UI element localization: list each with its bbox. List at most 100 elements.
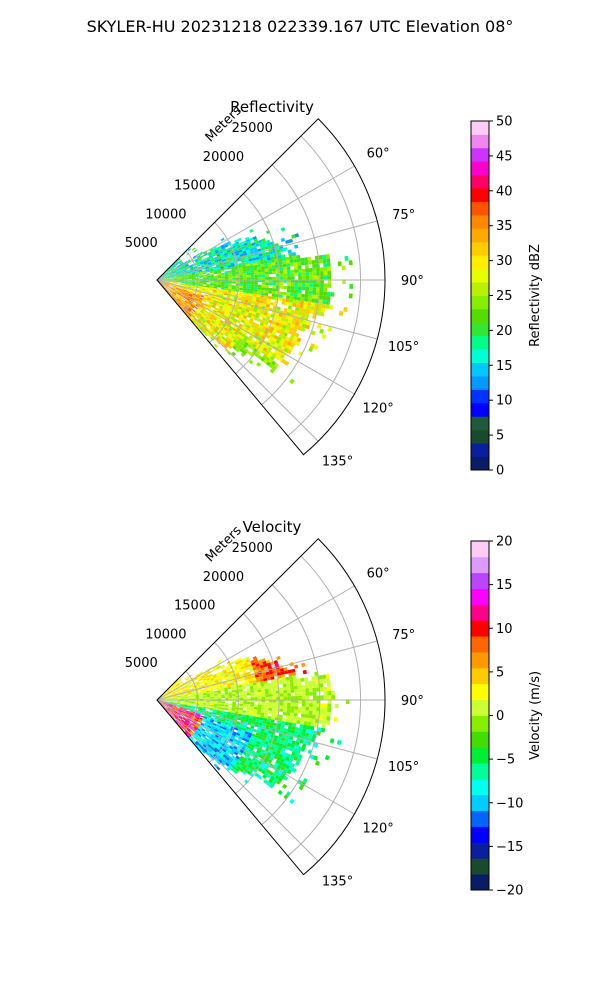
echo-gate [173,278,178,280]
echo-gate [323,287,328,292]
echo-gate [279,320,285,325]
echo-gate [179,295,184,298]
echo-gate [227,671,232,675]
echo-gate [215,264,220,267]
echo-gate [166,281,170,283]
echo-gate [200,723,205,727]
colorbar-segment [471,604,489,621]
echo-gate [161,694,165,697]
echo-gate [211,738,216,743]
echo-gate [199,696,203,698]
echo-gate [188,696,192,698]
echo-gate [226,735,232,739]
echo-gate [219,313,224,317]
echo-gate [224,689,229,692]
echo-gate [262,720,267,725]
echo-gate [263,715,268,719]
echo-gate [161,693,165,697]
echo-gate [248,297,253,301]
echo-gate [226,669,231,673]
echo-gate [171,713,175,717]
echo-gate [244,297,249,301]
echo-gate [308,294,313,299]
echo-gate [279,705,284,709]
echo-gate [234,337,239,342]
echo-gate [257,709,262,713]
echo-gate [204,332,208,337]
echo-gate [285,298,290,303]
echo-gate [187,728,191,733]
echo-gate [276,336,282,342]
echo-gate [235,277,240,280]
echo-gate [279,267,284,271]
echo-gate [187,313,191,318]
echo-gate [269,670,274,675]
echo-gate [205,326,210,331]
echo-gate [179,300,184,304]
echo-gate [177,258,181,262]
echo-gate [266,353,272,359]
echo-gate [304,684,309,689]
echo-gate [211,260,216,264]
echo-gate [177,712,181,716]
echo-gate [235,285,240,288]
echo-gate [312,707,317,712]
echo-gate [287,696,291,700]
echo-gate [217,749,222,754]
echo-gate [280,671,285,675]
echo-gate [164,285,168,288]
echo-gate [162,276,166,278]
echo-gate [192,728,197,732]
echo-gate [198,298,203,301]
colorbar-segment [471,652,489,669]
echo-gate [311,259,316,265]
echo-gate [233,738,238,742]
echo-gate [242,343,248,349]
echo-gate [182,303,186,307]
echo-gate [257,347,263,353]
echo-gate [199,297,203,300]
echo-gate [216,666,221,670]
echo-gate [262,734,267,739]
echo-gate [183,261,188,264]
echo-gate [221,330,226,335]
echo-gate [243,743,248,748]
echo-gate [197,308,201,312]
echo-gate [325,673,330,679]
echo-gate [198,323,202,328]
echo-gate [281,718,286,722]
echo-gate [257,689,262,693]
echo-gate [180,697,185,699]
echo-gate [191,691,195,694]
echo-gate [180,273,185,276]
sector-outline [156,538,386,876]
echo-gate [254,240,259,245]
echo-gate [169,701,174,703]
echo-gate [162,280,167,282]
echo-gate [169,274,173,277]
echo-gate [263,260,268,264]
echo-gate [227,350,232,356]
echo-gate [229,343,234,348]
echo-gate [234,757,239,762]
echo-gate [257,697,262,700]
echo-gate [165,703,170,705]
echo-gate [207,744,212,748]
echo-gate [243,662,248,667]
echo-gate [220,674,225,677]
echo-gate [173,277,178,279]
echo-gate [198,708,203,710]
echo-gate [231,705,236,708]
echo-gate [312,267,317,272]
echo-gate [208,673,213,677]
echo-gate [300,677,305,682]
echo-gate [193,249,197,253]
echo-gate [231,708,236,712]
echo-gate [279,708,284,712]
echo-gate [277,789,283,796]
echo-gate [228,675,233,678]
echo-gate [223,313,228,317]
echo-gate [247,676,252,680]
echo-gate [244,755,249,760]
echo-gate [257,659,263,664]
